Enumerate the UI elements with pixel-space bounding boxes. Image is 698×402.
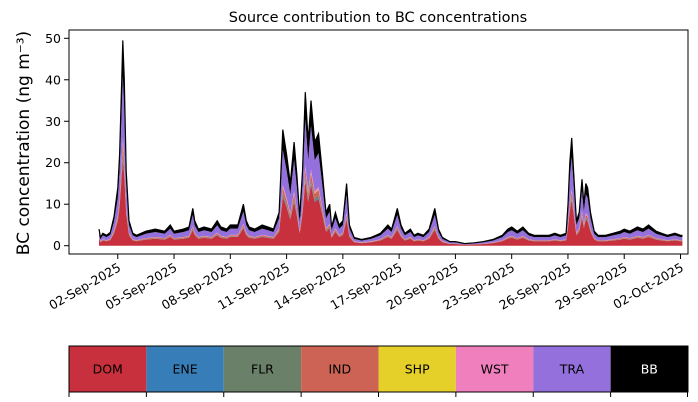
y-tick-label: 40 — [45, 72, 61, 87]
legend-swatch-flr — [223, 346, 302, 392]
total-line — [98, 40, 683, 245]
y-tick-label: 0 — [53, 238, 61, 253]
legend-swatch-shp — [378, 346, 456, 392]
y-tick-label: 20 — [45, 155, 61, 170]
legend-label-ene: ENE — [172, 362, 197, 377]
legend-swatch-bb — [610, 346, 688, 392]
legend-label-wst: WST — [481, 362, 509, 377]
legend-swatch-ene — [146, 346, 224, 392]
chart-title: Source contribution to BC concentrations — [229, 10, 527, 26]
legend-swatch-ind — [301, 346, 379, 392]
legend-swatch-tra — [533, 346, 611, 392]
area-series-bb — [99, 40, 683, 245]
legend-label-dom: DOM — [93, 362, 123, 377]
x-axis: 02-Sep-202505-Sep-202508-Sep-202511-Sep-… — [46, 254, 686, 313]
legend-label-bb: BB — [641, 362, 658, 377]
legend: DOM ENE FLR IND SHP WST TRA BB — [68, 345, 689, 397]
legend-label-flr: FLR — [251, 362, 274, 377]
legend-label-tra: TRA — [559, 362, 585, 377]
y-axis: 0 10 20 30 40 50 — [45, 31, 69, 253]
legend-swatch-wst — [455, 346, 534, 392]
legend-swatch-dom — [69, 346, 147, 392]
y-tick-label: 10 — [45, 197, 61, 212]
plot-frame — [68, 29, 689, 255]
y-axis-label: BC concentration (ng m⁻³) — [14, 31, 34, 255]
area-series-tra — [99, 76, 683, 245]
legend-label-shp: SHP — [405, 362, 430, 377]
y-tick-label: 30 — [45, 114, 61, 129]
y-tick-label: 50 — [45, 31, 61, 46]
legend-label-ind: IND — [328, 362, 351, 377]
plot-area — [98, 40, 683, 246]
